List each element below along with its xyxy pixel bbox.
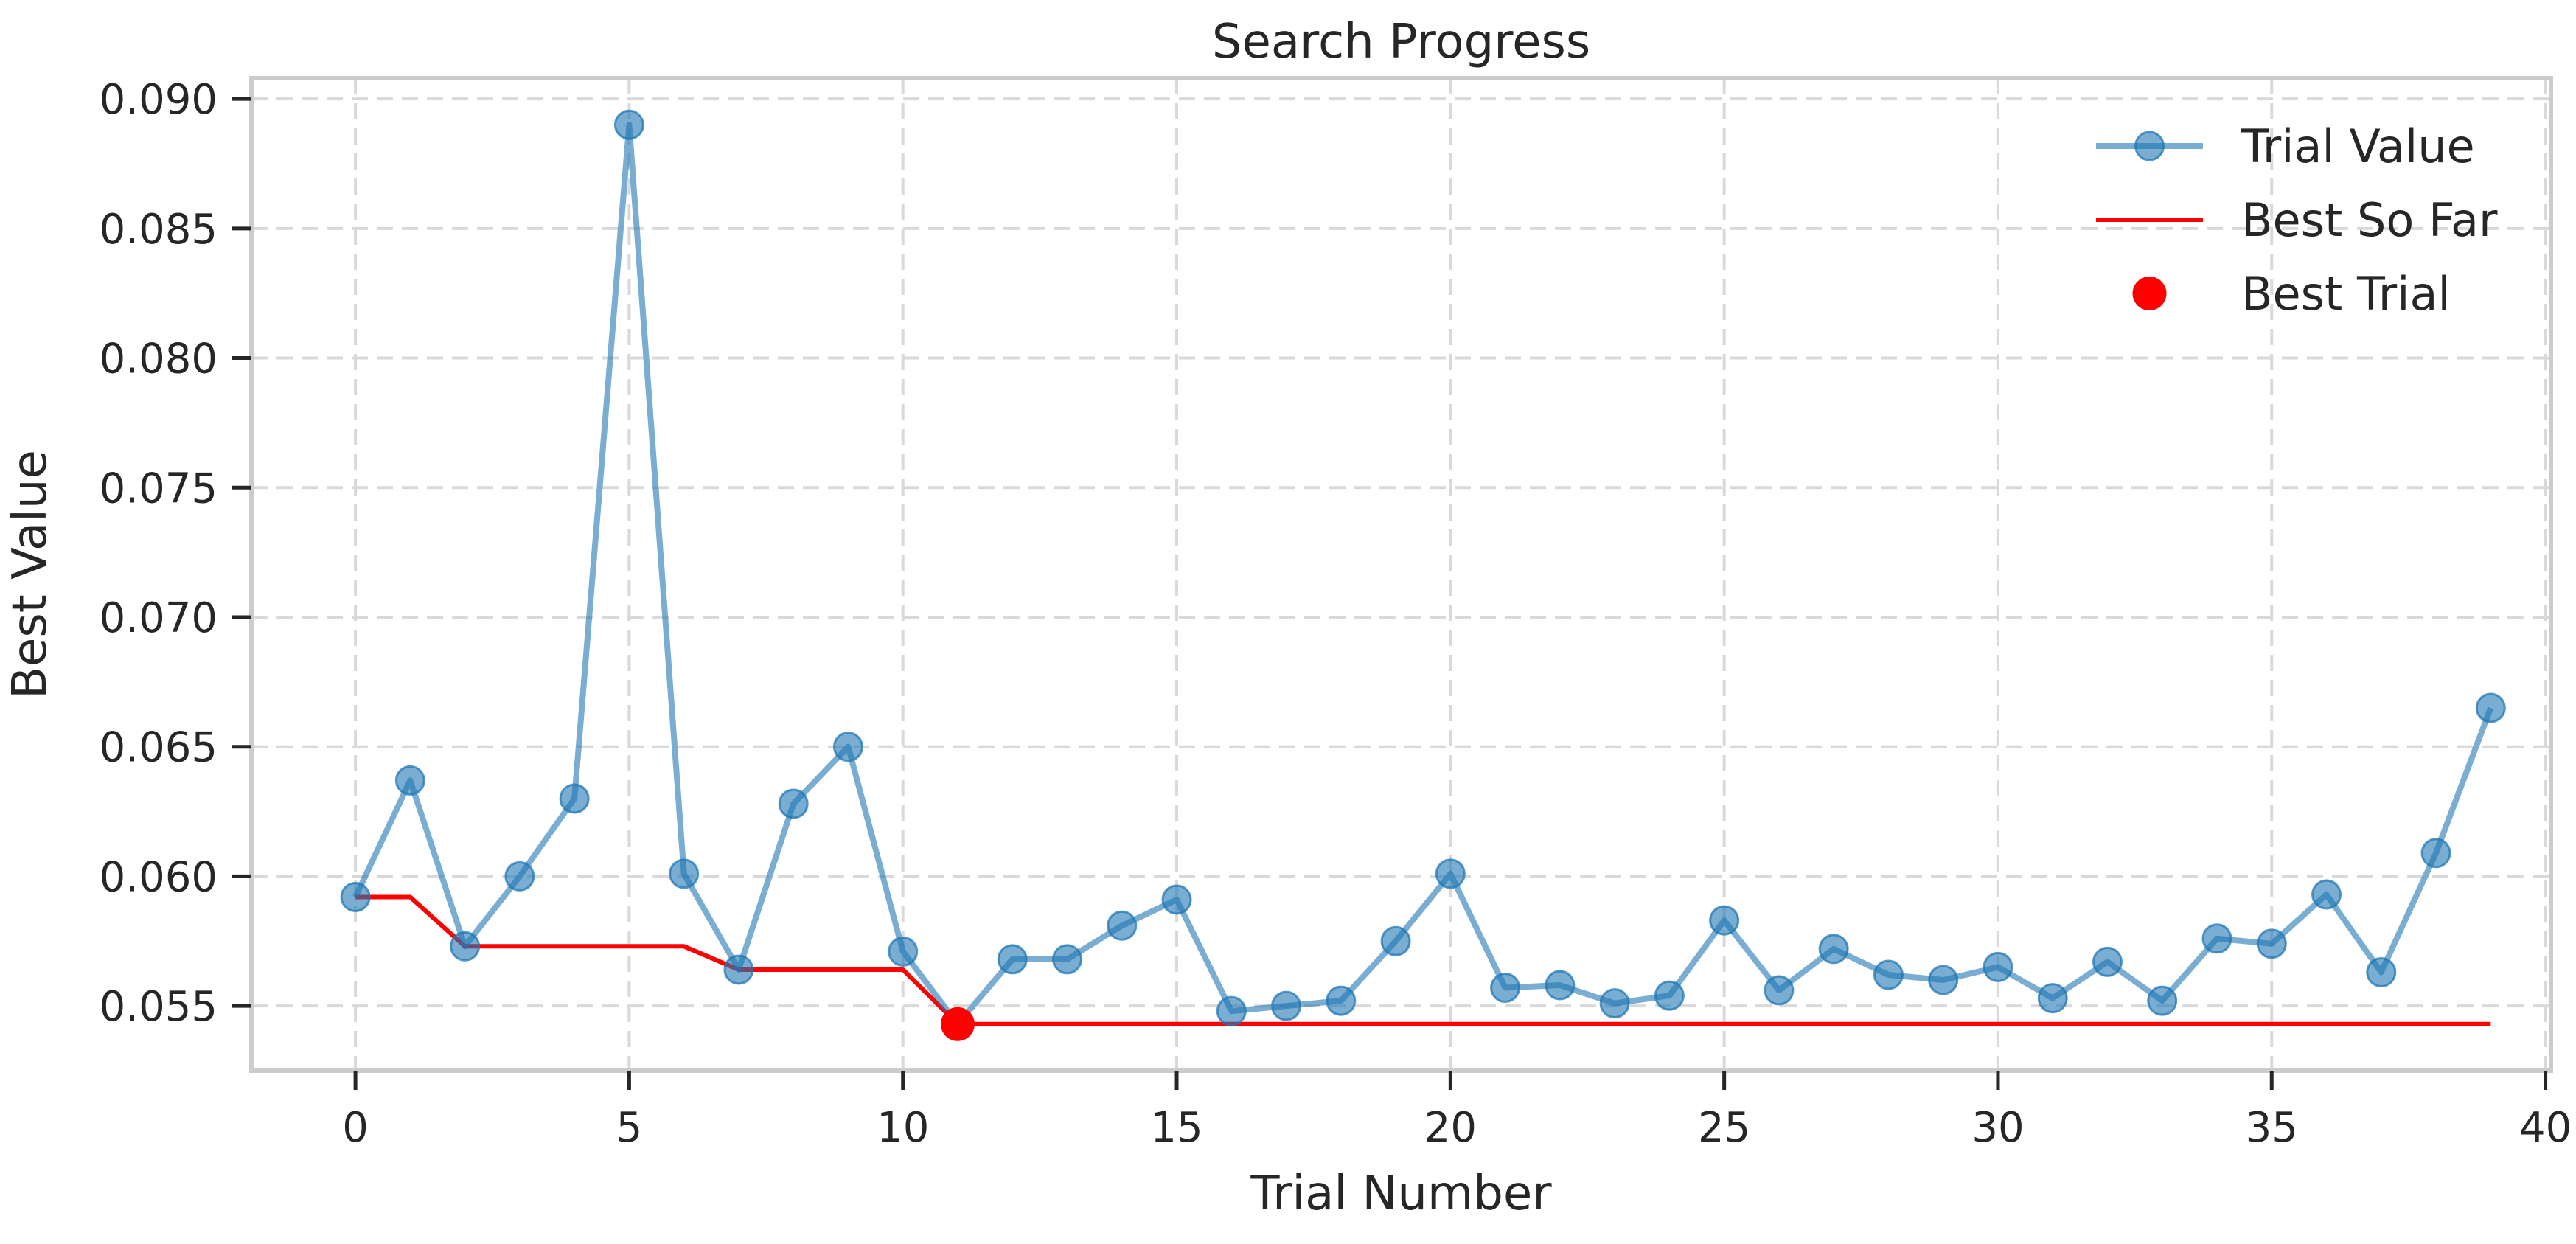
trial-value-point	[1873, 959, 1904, 990]
x-tick-label: 10	[877, 1104, 929, 1152]
trial-value-point	[1764, 975, 1795, 1006]
trial-value-point	[504, 861, 535, 892]
plot-frame	[249, 76, 2553, 1073]
trial-value-point	[1107, 910, 1138, 941]
trial-value-point	[1983, 951, 2013, 982]
trial-value-point	[1161, 884, 1192, 915]
y-tick-label: 0.055	[100, 983, 217, 1031]
grid	[251, 78, 2551, 1071]
y-tick-label: 0.065	[100, 724, 217, 772]
trial-value-point	[2201, 923, 2232, 954]
legend-swatch-trial-value-marker	[2134, 131, 2165, 161]
best-trial-point	[940, 1007, 975, 1041]
legend-label-trial-value: Trial Value	[2241, 119, 2475, 173]
trial-value-point	[997, 944, 1028, 975]
chart-title: Search Progress	[1212, 15, 1590, 69]
trial-value-point	[1545, 970, 1576, 1001]
trial-value-point	[1490, 973, 1521, 1004]
x-tick-label: 40	[2519, 1104, 2572, 1152]
y-tick-label: 0.090	[100, 76, 217, 124]
trial-value-point	[1709, 905, 1740, 936]
x-tick-label: 15	[1150, 1104, 1202, 1152]
plot-series	[340, 109, 2506, 1041]
trial-value-point	[450, 931, 481, 962]
trial-value-point	[1052, 944, 1083, 975]
x-tick-label: 30	[1971, 1104, 2024, 1152]
trial-value-point	[394, 765, 425, 796]
trial-value-point	[1654, 980, 1685, 1011]
trial-value-point	[1818, 934, 1849, 965]
y-axis-title: Best Value	[3, 450, 58, 699]
trial-value-point	[1435, 858, 1466, 889]
x-axis-title: Trial Number	[1250, 1167, 1552, 1221]
trial-value-point	[832, 732, 863, 762]
legend: Trial Value Best So Far Best Trial	[2096, 119, 2498, 321]
x-tick-label: 0	[342, 1104, 369, 1152]
trial-value-point	[2092, 946, 2123, 977]
x-tick-label: 20	[1424, 1104, 1477, 1152]
trial-value-point	[2366, 956, 2397, 987]
y-tick-label: 0.060	[100, 853, 217, 901]
y-tick-label: 0.085	[100, 206, 217, 254]
series-line-trial-value	[352, 122, 2494, 1027]
trial-value-point	[669, 858, 700, 889]
y-tick-label: 0.080	[100, 336, 217, 383]
x-tick-label: 5	[616, 1104, 643, 1152]
trial-value-point	[1928, 965, 1959, 995]
y-tick-label: 0.075	[100, 465, 217, 512]
trial-value-point	[2311, 879, 2342, 910]
trial-value-point	[1216, 995, 1247, 1026]
axes: 0 5 10 15 20 25 30 35 40 0.055 0.060 0.065 0.070 0.07…	[100, 76, 2572, 1152]
trial-value-point	[723, 954, 754, 985]
trial-value-point	[2147, 985, 2178, 1016]
trial-value-point	[1599, 988, 1630, 1019]
trial-value-point	[2256, 928, 2287, 959]
trial-value-point	[888, 936, 919, 967]
y-tick-label: 0.070	[100, 594, 217, 642]
trial-value-point	[2475, 692, 2506, 723]
legend-label-best-so-far: Best So Far	[2241, 193, 2498, 247]
trial-value-point	[559, 783, 590, 814]
trial-value-point	[1380, 925, 1411, 956]
trial-value-point	[340, 882, 371, 913]
trial-value-point	[1271, 990, 1302, 1021]
trial-value-point	[2037, 983, 2068, 1014]
trial-value-point	[2420, 838, 2451, 869]
legend-label-best-trial: Best Trial	[2241, 267, 2451, 321]
series-line-best-so-far	[355, 894, 2491, 1026]
trial-value-point	[778, 788, 809, 819]
trial-value-point	[613, 109, 644, 140]
legend-swatch-best-trial	[2132, 277, 2167, 310]
x-tick-label: 25	[1698, 1104, 1750, 1152]
trial-value-point	[1326, 985, 1357, 1016]
x-tick-label: 35	[2246, 1104, 2298, 1152]
